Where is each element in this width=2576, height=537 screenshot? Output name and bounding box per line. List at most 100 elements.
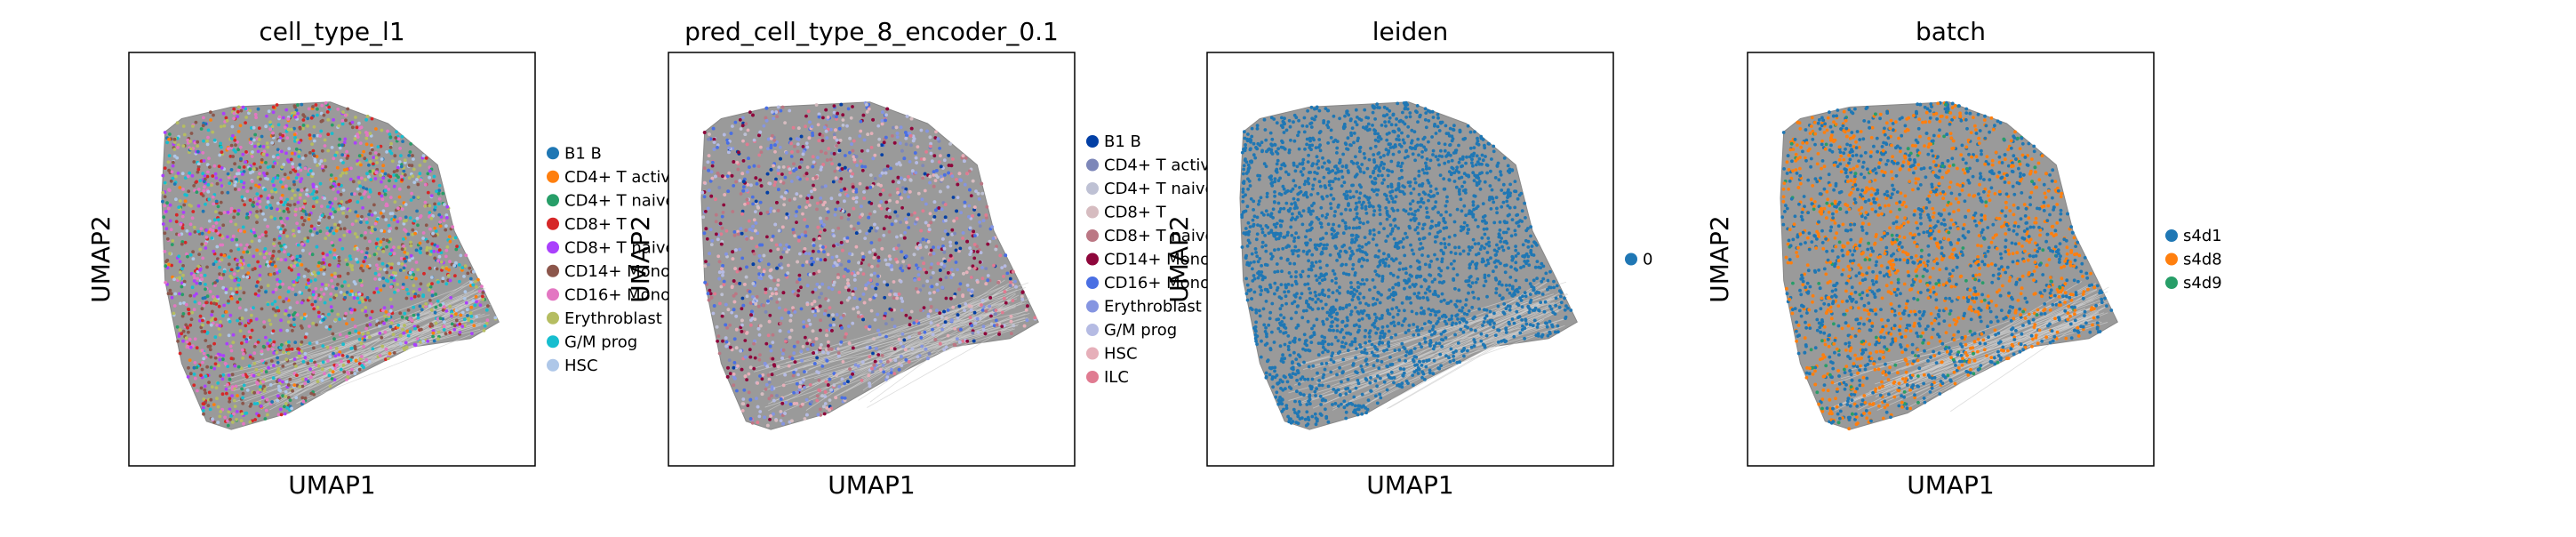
point (805, 260, 809, 264)
point (188, 252, 193, 257)
point (201, 405, 205, 410)
point (854, 231, 859, 235)
point (735, 160, 740, 164)
point (989, 314, 993, 318)
point (326, 148, 331, 153)
point (292, 357, 297, 361)
point (971, 331, 975, 335)
point (168, 203, 172, 207)
point (839, 263, 844, 267)
point (242, 185, 245, 189)
point (340, 200, 344, 204)
point (177, 205, 181, 210)
point (333, 271, 337, 276)
point (434, 305, 438, 309)
point (942, 264, 947, 268)
point (740, 231, 744, 236)
point (364, 142, 369, 147)
point (360, 214, 364, 219)
point (300, 188, 304, 192)
point (864, 325, 868, 329)
point (414, 277, 418, 281)
point (357, 293, 362, 296)
point (403, 311, 407, 316)
point (721, 264, 724, 268)
point (163, 166, 167, 171)
point (213, 356, 218, 360)
point (919, 335, 924, 340)
point (419, 246, 423, 251)
point (321, 360, 325, 365)
point (279, 258, 284, 261)
point (758, 353, 762, 357)
point (261, 212, 265, 216)
point (985, 204, 989, 209)
point (707, 262, 710, 267)
point (740, 212, 744, 216)
edge (244, 303, 491, 403)
point (978, 260, 982, 264)
point (254, 317, 259, 321)
point (765, 423, 770, 428)
point (268, 338, 272, 342)
point (428, 304, 432, 309)
point (711, 160, 715, 164)
point (266, 341, 269, 346)
point (292, 264, 296, 268)
point (401, 327, 404, 332)
point (207, 197, 212, 202)
point (421, 231, 426, 235)
point (316, 221, 321, 226)
point (178, 270, 182, 275)
point (221, 354, 226, 357)
point (217, 326, 221, 331)
point (805, 165, 810, 170)
point (1024, 308, 1028, 312)
point (389, 285, 393, 289)
point (901, 260, 906, 264)
point (323, 158, 327, 163)
point (1008, 277, 1012, 281)
point (783, 412, 787, 415)
point (238, 259, 243, 263)
point (281, 224, 285, 228)
point (200, 231, 204, 236)
point (776, 105, 780, 109)
point (283, 405, 286, 409)
point (436, 330, 441, 334)
point (944, 276, 948, 280)
point (337, 255, 341, 260)
point (231, 292, 235, 296)
point (364, 326, 368, 331)
point (381, 176, 386, 180)
point (814, 103, 819, 107)
point (283, 250, 286, 254)
point (163, 204, 167, 208)
point (442, 305, 446, 309)
point (830, 255, 835, 260)
point (205, 265, 209, 269)
point (760, 392, 764, 397)
point (186, 375, 190, 379)
point (288, 203, 292, 207)
point (315, 231, 319, 235)
point (205, 294, 210, 299)
point (316, 293, 321, 297)
point (901, 186, 905, 190)
point (226, 210, 230, 214)
point (380, 169, 385, 173)
point (298, 207, 302, 211)
point (909, 309, 914, 314)
point (285, 328, 290, 333)
point (752, 366, 756, 371)
point (169, 179, 173, 183)
point (407, 164, 412, 167)
point (172, 148, 177, 151)
point (277, 378, 282, 382)
point (822, 250, 826, 254)
point (161, 190, 165, 195)
point (362, 149, 365, 154)
point (940, 178, 944, 182)
point (430, 293, 435, 298)
